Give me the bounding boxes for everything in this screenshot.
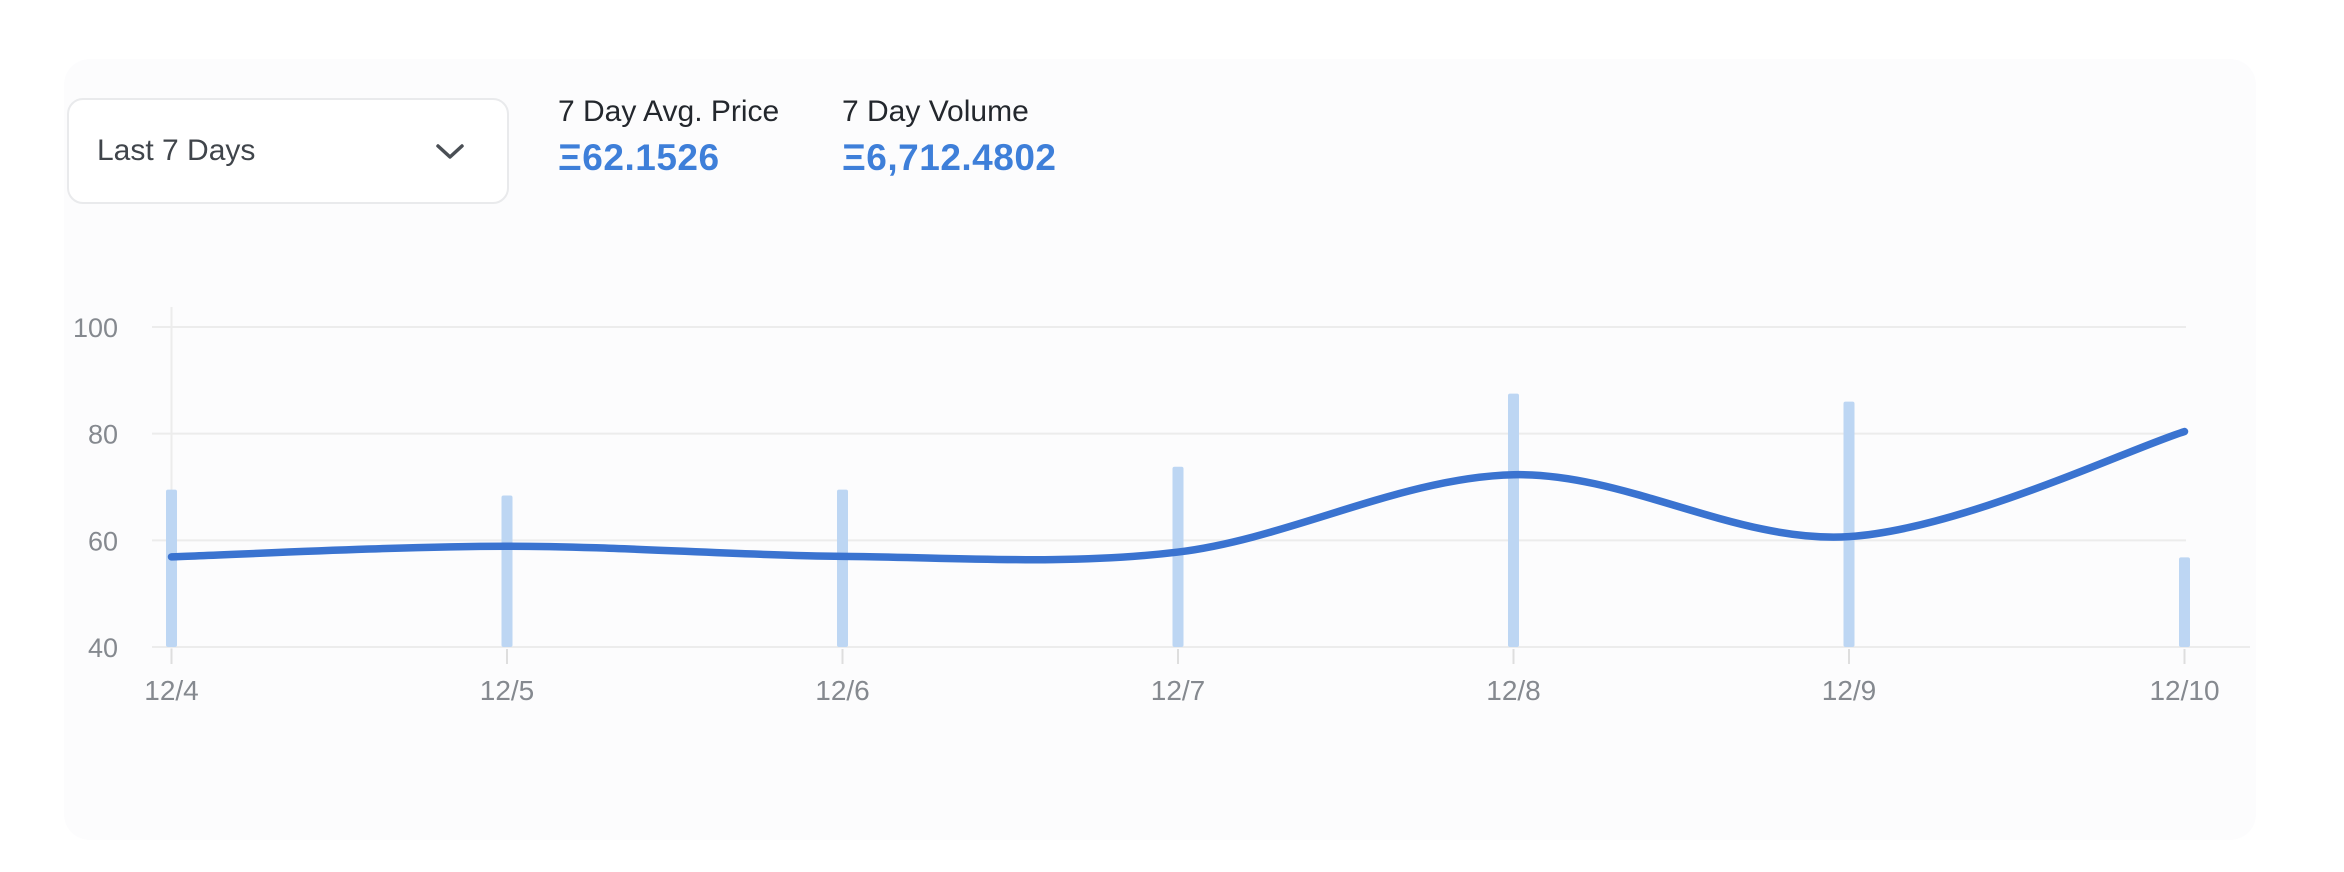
volume-bar[interactable] bbox=[1172, 466, 1184, 647]
x-axis-label: 12/9 bbox=[1822, 675, 1877, 706]
x-axis-label: 12/7 bbox=[1151, 675, 1206, 706]
x-axis-label: 12/8 bbox=[1486, 675, 1541, 706]
x-axis-label: 12/10 bbox=[2149, 675, 2219, 706]
y-axis-label: 40 bbox=[88, 633, 118, 663]
volume-bar[interactable] bbox=[837, 489, 848, 647]
x-axis-label: 12/4 bbox=[144, 675, 199, 706]
avg-price-stat: 7 Day Avg. Price Ξ62.1526 bbox=[558, 94, 779, 180]
volume-bar[interactable] bbox=[501, 495, 513, 647]
volume-label: 7 Day Volume bbox=[842, 95, 1029, 128]
volume-bar[interactable] bbox=[1508, 393, 1519, 647]
y-axis-label: 80 bbox=[88, 420, 118, 450]
chevron-down-icon bbox=[436, 143, 464, 159]
avg-price-label: 7 Day Avg. Price bbox=[558, 95, 780, 128]
x-axis-label: 12/5 bbox=[480, 675, 535, 706]
volume-stat: 7 Day Volume Ξ6,712.4802 bbox=[842, 94, 1057, 180]
date-range-dropdown[interactable]: Last 7 Days bbox=[67, 98, 509, 204]
date-range-value: Last 7 Days bbox=[97, 134, 256, 167]
avg-price-line bbox=[167, 427, 2189, 564]
x-axis-label: 12/6 bbox=[815, 675, 870, 706]
volume-bar[interactable] bbox=[2179, 557, 2190, 647]
volume-bar[interactable] bbox=[1843, 401, 1855, 647]
y-axis-label: 100 bbox=[73, 313, 118, 343]
y-axis-label: 60 bbox=[88, 526, 118, 556]
avg-price-value: Ξ62.1526 bbox=[558, 137, 720, 178]
volume-bar[interactable] bbox=[166, 489, 177, 647]
volume-value: Ξ6,712.4802 bbox=[842, 137, 1057, 178]
